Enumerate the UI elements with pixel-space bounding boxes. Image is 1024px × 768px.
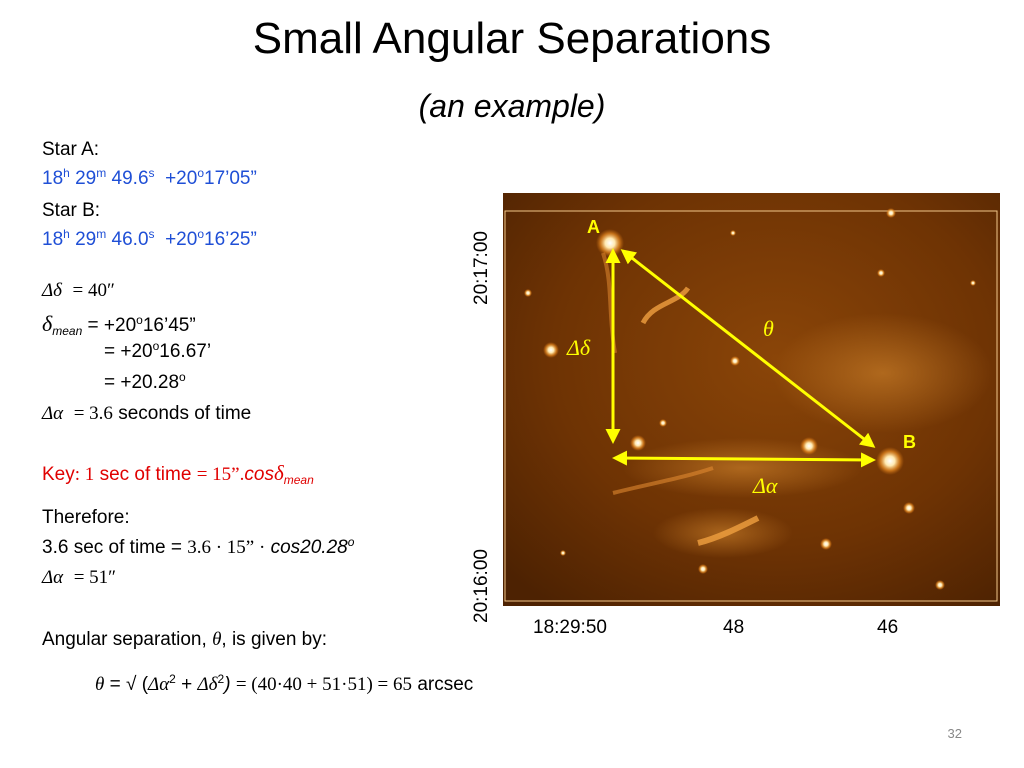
delta-ra-result: Δα = 51″ xyxy=(42,567,117,588)
slide-title: Small Angular Separations xyxy=(252,14,772,63)
star-b-coordinates: 18h 29m 46.0s +20o16’25” xyxy=(42,227,257,250)
x-tick-2: 48 xyxy=(723,617,745,638)
star-b-marker: B xyxy=(903,432,916,452)
therefore-label: Therefore: xyxy=(42,507,130,528)
theta-label: θ xyxy=(763,316,774,341)
star-b-label: Star B: xyxy=(42,200,101,221)
separation-formula: θ = √ (Δα2 + Δδ2) = (40·40 + 51·51) = 65… xyxy=(95,672,474,695)
delta-ra-arrow xyxy=(612,450,876,468)
delta-dec-label: Δδ xyxy=(566,335,591,360)
separation-intro: Angular separation, θ, is given by: xyxy=(42,629,328,650)
star-field-image: A B θ Δδ Δα xyxy=(503,193,1000,606)
delta-mean-step-2: = +20o16.67’ xyxy=(104,339,212,362)
star-a-marker: A xyxy=(587,217,600,237)
delta-ra-label: Δα xyxy=(752,473,778,498)
delta-mean-equation: δmean = +20o16’45” xyxy=(42,311,196,338)
delta-ra-equation: Δα = 3.6 seconds of time xyxy=(42,403,252,424)
y-tick-top: 20:17:00 xyxy=(471,231,492,305)
delta-mean-step-3: = +20.28o xyxy=(104,370,186,393)
page-number: 32 xyxy=(947,726,962,741)
key-formula: Key: 1 sec of time = 15”.cosδmean xyxy=(42,461,314,487)
x-tick-1: 18:29:50 xyxy=(533,617,607,638)
star-a-coordinates: 18h 29m 49.6s +20o17’05” xyxy=(42,166,257,189)
slide-subtitle: (an example) xyxy=(418,88,606,124)
therefore-equation: 3.6 sec of time = 3.6 · 15” · cos20.28o xyxy=(42,535,355,558)
x-tick-3: 46 xyxy=(877,617,899,638)
separation-arrow xyxy=(620,249,876,448)
delta-dec-equation: Δδ = 40″ xyxy=(42,280,115,301)
y-tick-bottom: 20:16:00 xyxy=(471,549,492,623)
star-a-label: Star A: xyxy=(42,139,100,160)
